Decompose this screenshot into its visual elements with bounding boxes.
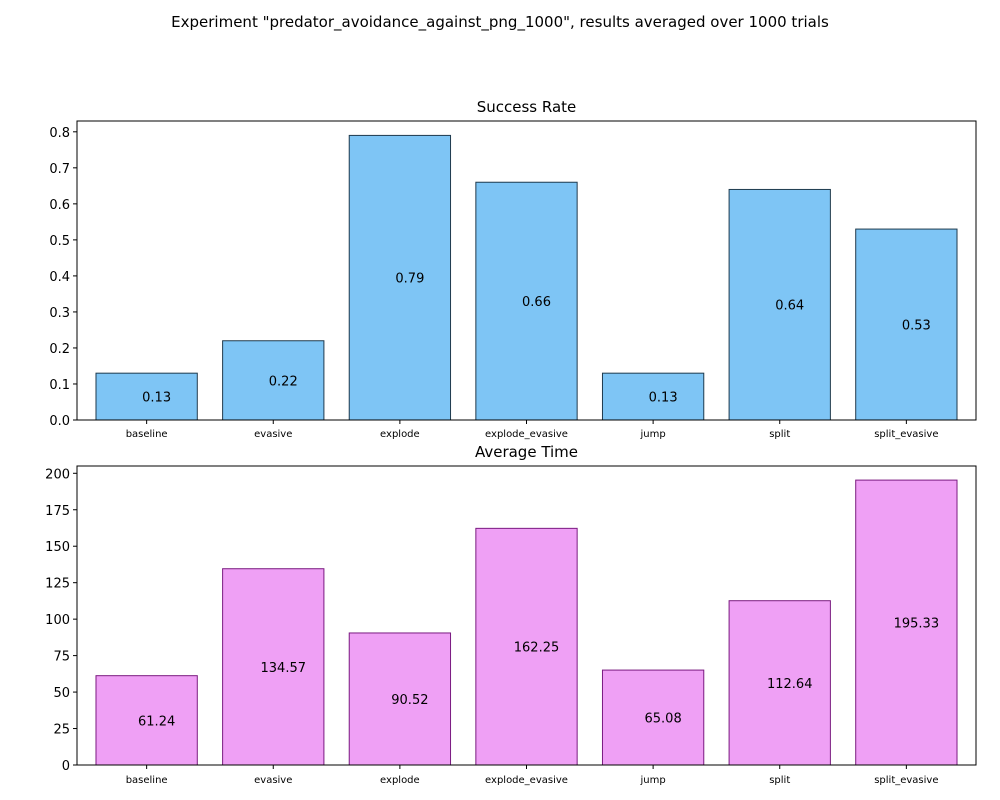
data-label: 61.24 — [138, 714, 175, 729]
bar-split — [728, 188, 831, 421]
data-label: 162.25 — [514, 641, 560, 656]
x-tick-label: baseline — [126, 429, 168, 440]
x-tick-label: split — [769, 775, 790, 786]
x-tick-label: explode — [380, 429, 420, 440]
y-tick-label: 75 — [53, 650, 70, 665]
x-tick-label: split_evasive — [874, 775, 938, 786]
x-tick-label: split_evasive — [874, 429, 938, 440]
bar-explode_evasive — [475, 181, 578, 421]
x-tick-label: split — [769, 429, 790, 440]
y-tick-label: 0.8 — [49, 126, 70, 141]
x-tick-label: jump — [640, 429, 666, 440]
y-tick-label: 0.3 — [49, 306, 70, 321]
y-tick-label: 200 — [45, 467, 70, 482]
x-tick-label: explode_evasive — [485, 429, 568, 440]
y-tick-label: 0.0 — [49, 414, 70, 429]
data-label: 0.13 — [142, 391, 171, 406]
x-tick-label: evasive — [254, 429, 292, 440]
bar-baseline — [95, 675, 198, 766]
data-label: 0.64 — [775, 299, 804, 314]
bar-split_evasive — [855, 228, 958, 421]
y-tick-label: 0.4 — [49, 270, 70, 285]
data-label: 0.79 — [395, 272, 424, 287]
y-tick-label: 0.6 — [49, 198, 70, 213]
x-tick-label: explode — [380, 775, 420, 786]
y-tick-label: 0.7 — [49, 162, 70, 177]
bar-explode_evasive — [475, 527, 578, 766]
data-label: 65.08 — [645, 712, 682, 727]
data-label: 0.13 — [649, 391, 678, 406]
bar-baseline — [95, 372, 198, 421]
success-rate-chart: Success Rate 0.13 0.22 0.79 0.66 0.13 0.64 0.53… — [49, 98, 977, 440]
bar-explode — [348, 632, 452, 766]
data-label: 0.53 — [902, 319, 931, 334]
y-tick-label: 0.1 — [49, 378, 70, 393]
bar-jump — [601, 372, 705, 421]
chart-title: Average Time — [475, 443, 578, 461]
data-label: 134.57 — [261, 661, 307, 676]
data-label: 195.33 — [894, 617, 940, 632]
bar-explode — [348, 134, 452, 421]
y-tick-label: 100 — [45, 613, 70, 628]
y-tick-label: 125 — [45, 577, 70, 592]
data-label: 90.52 — [391, 693, 428, 708]
data-label: 112.64 — [767, 677, 813, 692]
y-tick-label: 50 — [53, 686, 70, 701]
bar-evasive — [222, 568, 325, 766]
x-tick-label: evasive — [254, 775, 292, 786]
figure-title: Experiment "predator_avoidance_against_p… — [171, 13, 829, 31]
average-time-chart: Average Time 61.24 134.57 90.52 162.25 65.08 1… — [45, 443, 977, 786]
data-label: 0.66 — [522, 295, 551, 310]
data-label: 0.22 — [269, 374, 298, 389]
x-tick-label: jump — [640, 775, 666, 786]
y-tick-label: 0.2 — [49, 342, 70, 357]
bar-jump — [601, 669, 705, 766]
chart-title: Success Rate — [477, 98, 577, 116]
x-tick-label: explode_evasive — [485, 775, 568, 786]
x-tick-label: baseline — [126, 775, 168, 786]
y-tick-label: 175 — [45, 504, 70, 519]
y-tick-label: 0.5 — [49, 234, 70, 249]
y-tick-label: 0 — [62, 759, 70, 774]
bar-split — [728, 600, 831, 766]
y-tick-label: 25 — [53, 723, 70, 738]
y-tick-label: 150 — [45, 540, 70, 555]
bar-split_evasive — [855, 479, 958, 766]
